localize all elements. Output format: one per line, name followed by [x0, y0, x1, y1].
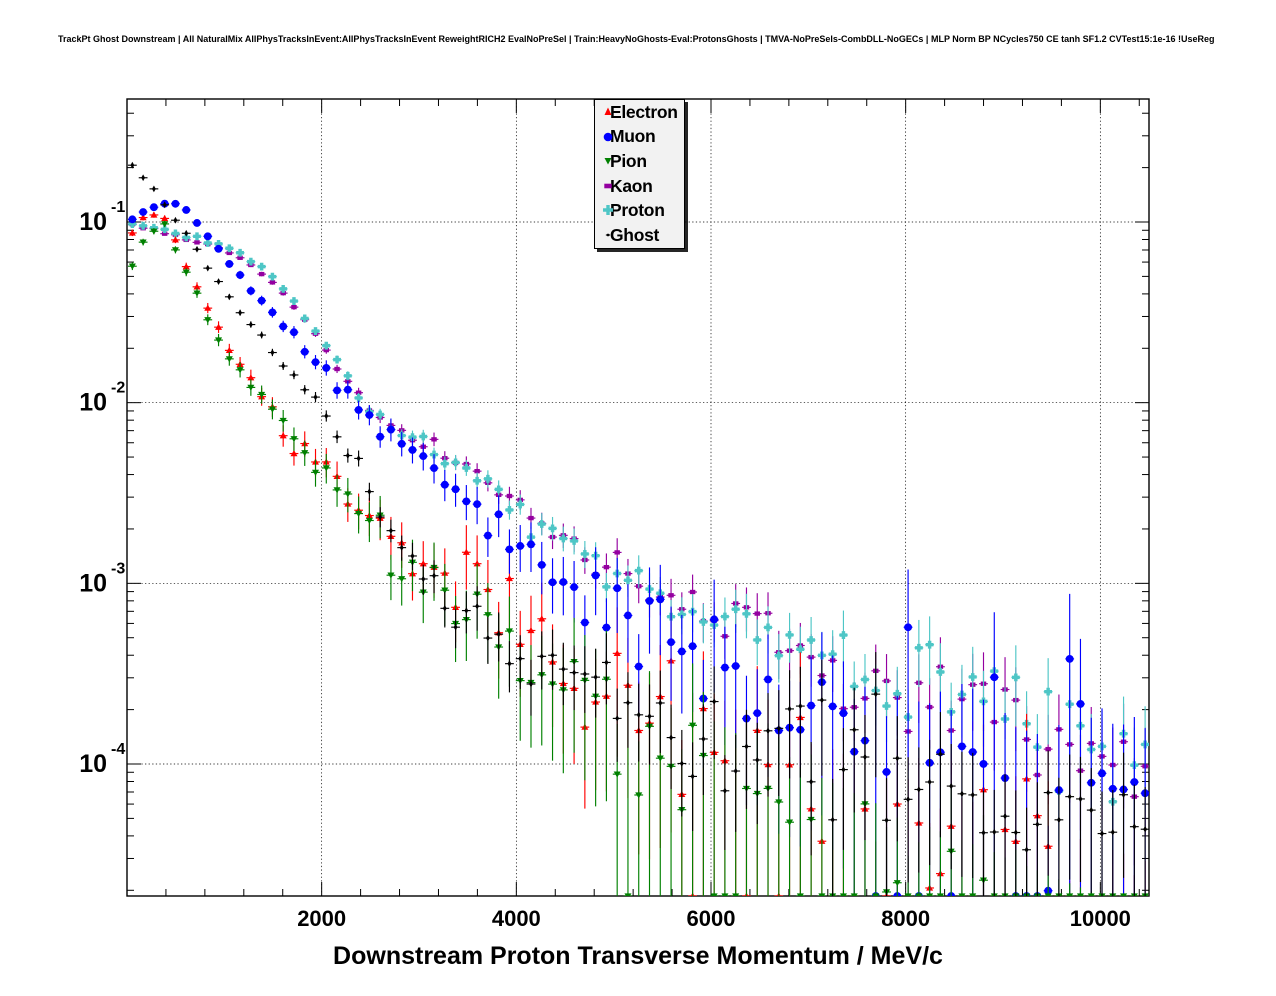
svg-text:10: 10	[79, 569, 107, 597]
svg-text:-3: -3	[111, 560, 125, 577]
svg-text:10: 10	[79, 750, 107, 778]
svg-text:6000: 6000	[687, 906, 736, 931]
svg-text:10: 10	[79, 208, 107, 236]
svg-text:-1: -1	[111, 199, 125, 216]
svg-text:10000: 10000	[1070, 906, 1131, 931]
svg-text:Downstream Proton Transverse M: Downstream Proton Transverse Momentum / …	[333, 942, 943, 970]
svg-text:10: 10	[79, 389, 107, 417]
svg-text:8000: 8000	[881, 906, 930, 931]
svg-text:-2: -2	[111, 380, 125, 397]
svg-text:2000: 2000	[297, 906, 346, 931]
svg-text:4000: 4000	[492, 906, 541, 931]
svg-text:-4: -4	[111, 741, 125, 758]
